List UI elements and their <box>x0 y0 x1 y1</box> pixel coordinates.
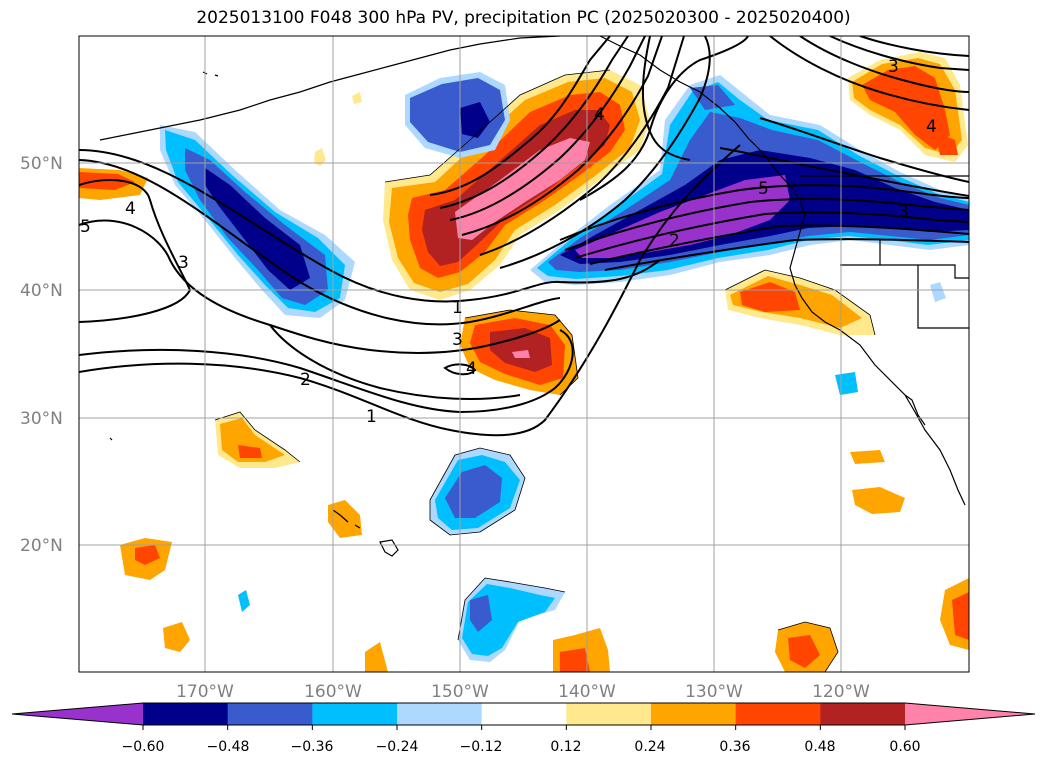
colorbar-tick-label: −0.48 <box>207 739 250 755</box>
positive-anomaly-shading <box>79 52 969 672</box>
colorbar-tick-label: 0.24 <box>634 739 665 755</box>
colorbar-tick-label: −0.60 <box>122 739 165 755</box>
pv-contour-labels: 1 1 2 2 3 3 3 3 4 4 4 4 5 5 <box>80 57 937 427</box>
graticule <box>79 36 969 672</box>
lat-label: 20°N <box>20 536 63 556</box>
pv-contour-label: 5 <box>758 179 769 199</box>
pv-contour-label: 2 <box>300 370 311 390</box>
colorbar-cell <box>312 703 398 725</box>
pv-contour-label: 3 <box>888 57 899 77</box>
pv-contour-label: 4 <box>926 117 937 137</box>
colorbar-tick-label: 0.48 <box>804 739 835 755</box>
pv-contour-label: 3 <box>452 330 463 350</box>
pv-contour-label: 1 <box>452 298 463 318</box>
lon-label: 150°W <box>431 682 489 702</box>
colorbar: −0.60 −0.48 −0.36 −0.24 −0.12 0.12 0.24 … <box>11 702 1036 755</box>
colorbar-cell <box>651 703 737 725</box>
colorbar-extend-high <box>905 703 1035 725</box>
figure-title: 2025013100 F048 300 hPa PV, precipitatio… <box>196 8 851 28</box>
colorbar-tick-label: 0.12 <box>550 739 581 755</box>
lon-label: 130°W <box>685 682 743 702</box>
pv-contour-label: 5 <box>80 217 91 237</box>
colorbar-tick-label: −0.12 <box>460 739 503 755</box>
longitude-labels: 170°W 160°W 150°W 140°W 130°W 120°W <box>176 682 870 702</box>
map-border <box>78 35 970 673</box>
colorbar-cell <box>820 703 906 725</box>
negative-anomaly-shading <box>160 72 969 662</box>
colorbar-cell <box>566 703 652 725</box>
pv-contour-label: 4 <box>466 359 477 379</box>
colorbar-cell <box>397 703 483 725</box>
colorbar-cell <box>227 703 313 725</box>
colorbar-cell <box>735 703 821 725</box>
lon-label: 140°W <box>558 682 616 702</box>
colorbar-tick-label: −0.24 <box>376 739 419 755</box>
pv-contour-label: 3 <box>898 202 909 222</box>
pv-contours <box>79 36 969 437</box>
lon-label: 120°W <box>812 682 870 702</box>
lat-label: 30°N <box>20 409 63 429</box>
latitude-labels: 50°N 40°N 30°N 20°N <box>20 154 63 556</box>
lon-label: 160°W <box>304 682 362 702</box>
colorbar-cell <box>143 703 229 725</box>
lat-label: 40°N <box>20 281 63 301</box>
colorbar-cell <box>481 703 567 725</box>
colorbar-tick-label: −0.36 <box>291 739 334 755</box>
anomaly-outlines <box>214 69 876 672</box>
pv-contour-label: 4 <box>594 105 605 125</box>
pv-contour-label: 4 <box>125 199 136 219</box>
pv-contour-label: 1 <box>366 407 377 427</box>
lat-label: 50°N <box>20 154 63 174</box>
colorbar-tick-label: 0.36 <box>719 739 750 755</box>
pv-contour-label: 2 <box>669 231 680 251</box>
colorbar-extend-low <box>12 703 143 725</box>
colorbar-tick-label: 0.60 <box>889 739 920 755</box>
lon-label: 170°W <box>176 682 234 702</box>
pv-contour-label: 3 <box>178 253 189 273</box>
